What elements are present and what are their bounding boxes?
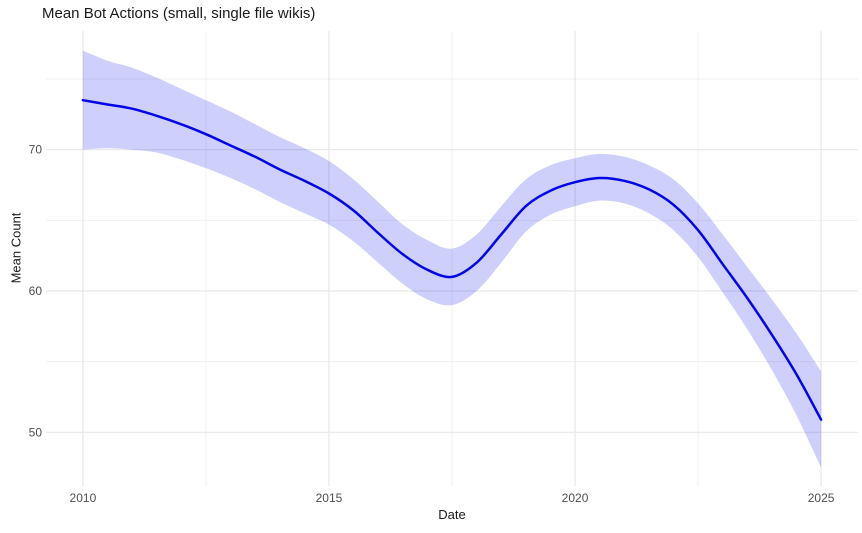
x-tick-label: 2025	[808, 491, 835, 505]
x-tick-label: 2020	[562, 491, 589, 505]
x-axis-title: Date	[438, 507, 466, 522]
y-tick-label: 50	[29, 425, 43, 439]
chart-title: Mean Bot Actions (small, single file wik…	[42, 5, 316, 22]
x-tick-label: 2015	[316, 491, 343, 505]
y-axis-title: Mean Count	[8, 212, 24, 284]
y-tick-label: 70	[29, 143, 43, 157]
trend-line	[81, 98, 823, 421]
y-tick-label: 60	[29, 284, 43, 298]
confidence-ribbon	[82, 50, 822, 468]
x-tick-label: 2010	[70, 491, 97, 505]
